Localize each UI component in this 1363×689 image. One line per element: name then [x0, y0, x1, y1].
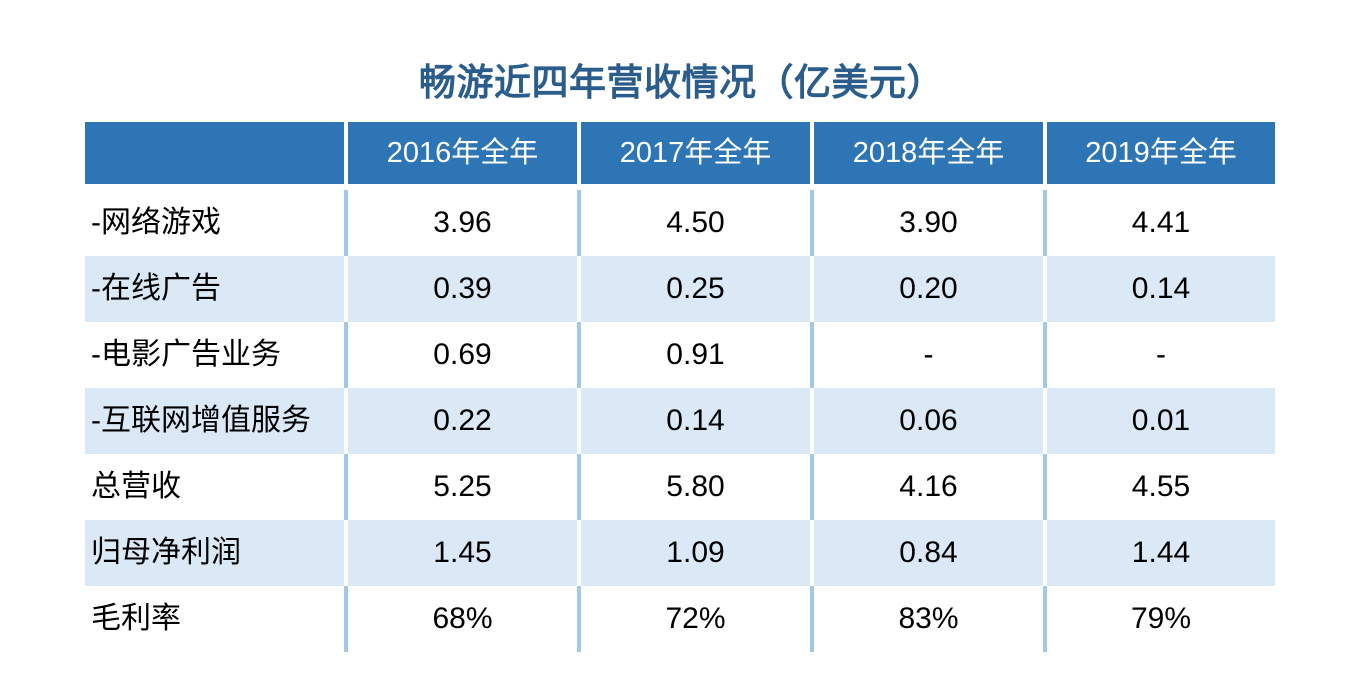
row-label: -互联网增值服务	[85, 388, 344, 454]
table-row-gross-margin: 毛利率 68% 72% 83% 79%	[85, 586, 1275, 652]
table-cell: 1.44	[1043, 520, 1275, 586]
table-cell: 0.20	[810, 256, 1043, 322]
table-cell: 0.84	[810, 520, 1043, 586]
header-cell-2016: 2016年全年	[344, 122, 577, 184]
table-cell: 4.55	[1043, 454, 1275, 520]
table-cell: 0.69	[344, 322, 577, 388]
table-cell: 0.14	[577, 388, 810, 454]
table-cell: 0.01	[1043, 388, 1275, 454]
row-label: -网络游戏	[91, 206, 221, 239]
revenue-table: 2016年全年 2017年全年 2018年全年 2019年全年 -网络游戏 3.…	[85, 122, 1275, 652]
row-label: 总营收	[91, 470, 181, 503]
table-row-online-games: -网络游戏 3.96 4.50 3.90 4.41	[85, 190, 1275, 256]
table-header-row: 2016年全年 2017年全年 2018年全年 2019年全年	[85, 122, 1275, 184]
page-title: 畅游近四年营收情况（亿美元）	[419, 62, 944, 103]
table-cell: -	[810, 322, 1043, 388]
table-cell: 1.09	[577, 520, 810, 586]
table-cell: 0.22	[344, 388, 577, 454]
table-cell: 68%	[344, 586, 577, 652]
table-cell: 0.06	[810, 388, 1043, 454]
table-cell: 3.90	[810, 190, 1043, 256]
table-cell: 5.80	[577, 454, 810, 520]
table-cell: 79%	[1043, 586, 1275, 652]
header-cell-2017: 2017年全年	[577, 122, 810, 184]
table-cell: 4.50	[577, 190, 810, 256]
table-cell: 3.96	[344, 190, 577, 256]
table-row-online-ads: -在线广告 0.39 0.25 0.20 0.14	[85, 256, 1275, 322]
table-cell: -	[1043, 322, 1275, 388]
row-label: -在线广告	[85, 256, 344, 322]
row-label: -电影广告业务	[91, 338, 281, 371]
header-cell-2018: 2018年全年	[810, 122, 1043, 184]
table-row-net-profit: 归母净利润 1.45 1.09 0.84 1.44	[85, 520, 1275, 586]
table-cell: 1.45	[344, 520, 577, 586]
table-cell: 83%	[810, 586, 1043, 652]
table-row-total-revenue: 总营收 5.25 5.80 4.16 4.55	[85, 454, 1275, 520]
table-cell: 0.25	[577, 256, 810, 322]
table-row-cinema-ads: -电影广告业务 0.69 0.91 - -	[85, 322, 1275, 388]
header-cell-2019: 2019年全年	[1043, 122, 1275, 184]
table-cell: 4.16	[810, 454, 1043, 520]
table-cell: 5.25	[344, 454, 577, 520]
table-cell: 0.14	[1043, 256, 1275, 322]
table-cell: 0.91	[577, 322, 810, 388]
header-corner-cell	[85, 122, 344, 184]
row-label: 毛利率	[91, 602, 181, 635]
table-row-ivas: -互联网增值服务 0.22 0.14 0.06 0.01	[85, 388, 1275, 454]
table-cell: 72%	[577, 586, 810, 652]
row-label: 归母净利润	[85, 520, 344, 586]
table-cell: 0.39	[344, 256, 577, 322]
table-cell: 4.41	[1043, 190, 1275, 256]
